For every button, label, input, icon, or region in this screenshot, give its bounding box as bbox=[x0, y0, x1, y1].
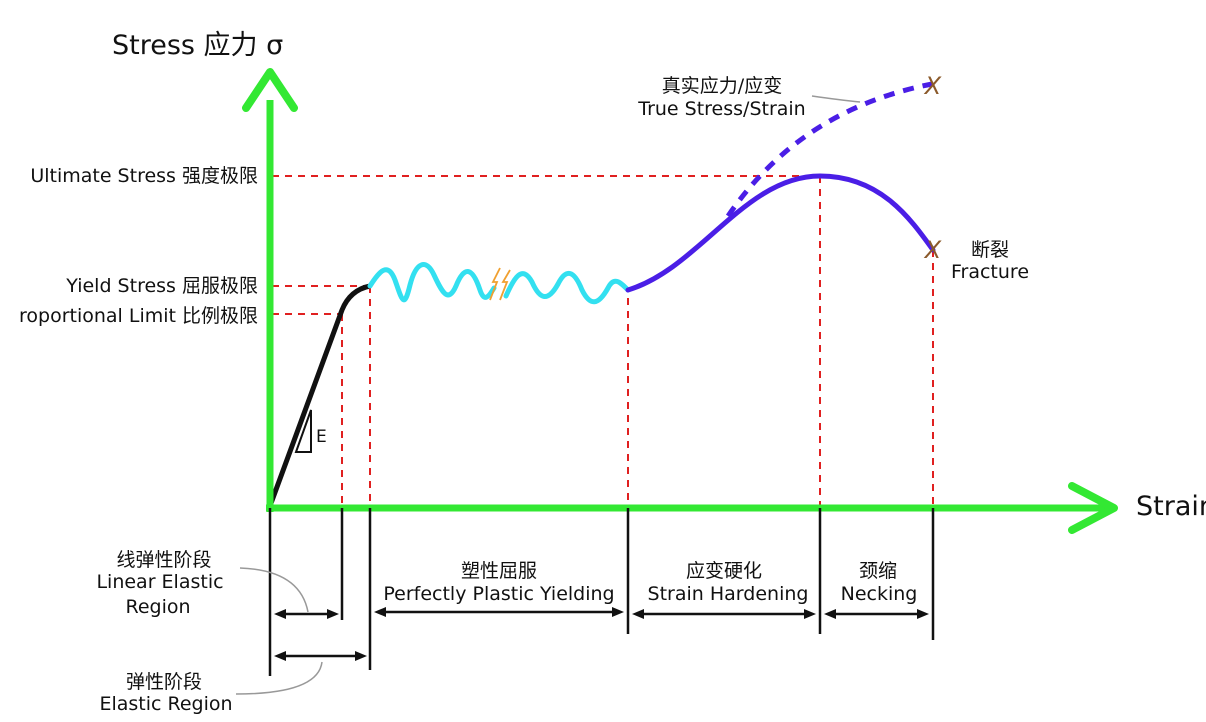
true-stress-curve bbox=[725, 81, 933, 218]
x-axis-arrowhead bbox=[1068, 482, 1118, 534]
ultimate-stress-label: Ultimate Stress 强度极限 bbox=[30, 165, 258, 187]
hardening-arrow-right bbox=[804, 609, 816, 619]
linear-elastic-arrow-right bbox=[327, 609, 339, 619]
stress-strain-curve bbox=[267, 81, 936, 507]
hardening-necking-segment bbox=[625, 173, 936, 293]
true-fracture-marker: X bbox=[923, 72, 942, 100]
necking-arrow-right bbox=[917, 609, 929, 619]
yielding-arrow-left bbox=[374, 607, 386, 617]
true-stress-label-zh: 真实应力/应变 bbox=[662, 75, 782, 97]
elastic-arrow-left bbox=[274, 651, 286, 661]
hardening-arrow-left bbox=[632, 609, 644, 619]
region-labels: 线弹性阶段 Linear Elastic Region 塑性屈服 Perfect… bbox=[96, 549, 917, 715]
elastic-label-zh: 弹性阶段 bbox=[126, 671, 202, 693]
fracture-marker: X bbox=[923, 236, 942, 264]
necking-label-en: Necking bbox=[841, 583, 918, 605]
linear-elastic-label-en-1: Linear Elastic bbox=[96, 571, 223, 593]
necking-label-zh: 颈缩 bbox=[859, 560, 897, 582]
elastic-label-en: Elastic Region bbox=[99, 693, 232, 715]
yielding-label-en: Perfectly Plastic Yielding bbox=[383, 583, 614, 605]
elastic-segment bbox=[267, 283, 371, 507]
y-axis-title: Stress 应力 σ bbox=[112, 30, 283, 61]
yielding-arrow-right bbox=[612, 607, 624, 617]
linear-elastic-label-en-2: Region bbox=[125, 596, 190, 618]
elastic-leader bbox=[235, 661, 323, 695]
true-stress-label-en: True Stress/Strain bbox=[637, 98, 805, 120]
x-axis-title: Strain bbox=[1136, 491, 1206, 522]
linear-elastic-label-zh: 线弹性阶段 bbox=[116, 549, 211, 571]
fracture-label-en: Fracture bbox=[951, 261, 1029, 283]
fracture-markers: X X bbox=[923, 72, 942, 264]
modulus-label: E bbox=[316, 427, 327, 447]
region-ticks bbox=[268, 508, 935, 676]
yielding-label-zh: 塑性屈服 bbox=[461, 560, 537, 582]
y-axis-arrowhead bbox=[242, 68, 298, 112]
yielding-segment bbox=[367, 262, 631, 305]
true-stress-annotation: 真实应力/应变 True Stress/Strain bbox=[637, 75, 861, 120]
hardening-label-zh: 应变硬化 bbox=[686, 560, 762, 582]
yield-stress-label: Yield Stress 屈服极限 bbox=[65, 275, 258, 297]
elastic-arrow-right bbox=[355, 651, 367, 661]
linear-elastic-leader bbox=[239, 567, 309, 613]
fracture-label-zh: 断裂 bbox=[971, 239, 1009, 261]
proportional-limit-label: roportional Limit 比例极限 bbox=[19, 305, 258, 327]
hardening-label-en: Strain Hardening bbox=[648, 583, 809, 605]
linear-elastic-arrow-left bbox=[274, 609, 286, 619]
axes bbox=[242, 68, 1118, 534]
true-stress-leader bbox=[811, 95, 861, 103]
modulus-triangle bbox=[294, 409, 312, 453]
guide-lines bbox=[272, 175, 934, 506]
slip-spark-icon bbox=[489, 267, 511, 301]
region-arrows bbox=[274, 607, 929, 661]
necking-arrow-left bbox=[824, 609, 836, 619]
